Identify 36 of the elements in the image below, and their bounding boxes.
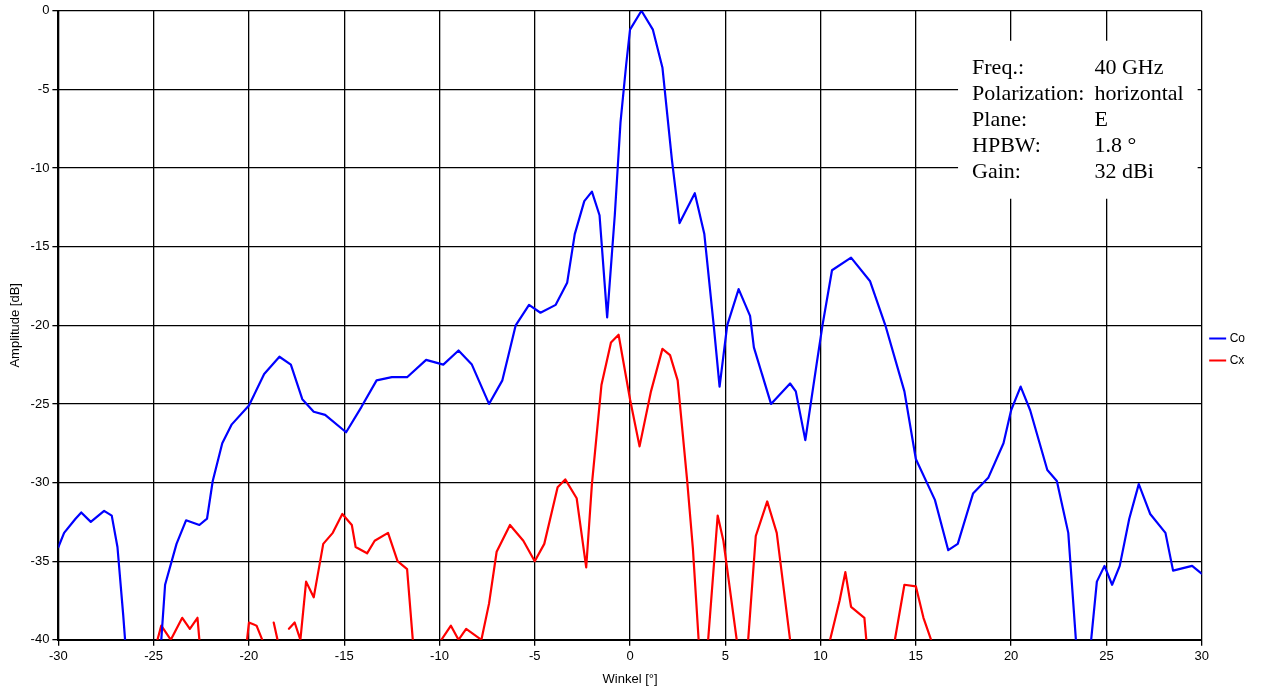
legend-label: Co [1229, 330, 1246, 345]
x-axis-title: Winkel [°] [602, 670, 658, 686]
y-axis-title: Amplitude [dB] [7, 283, 23, 368]
y-tick-label: -20 [30, 316, 50, 332]
annotation: Freq.: [972, 53, 1024, 79]
y-tick-label: -25 [30, 395, 50, 411]
x-tick-label: 15 [908, 648, 924, 664]
y-tick-label: -15 [30, 238, 50, 254]
y-tick-label: -10 [30, 159, 50, 175]
x-tick-label: 20 [1003, 648, 1019, 664]
annotation: 40 GHz [1094, 53, 1164, 79]
annotation: 32 dBi [1094, 157, 1154, 183]
x-tick-label: -25 [144, 648, 164, 664]
annotation: HPBW: [972, 131, 1041, 157]
annotation: E [1094, 105, 1108, 131]
x-tick-label: -5 [528, 648, 541, 664]
y-tick-label: -5 [37, 81, 50, 96]
legend-label: Cx [1229, 352, 1245, 367]
x-tick-label: 5 [721, 648, 729, 664]
annotation: Gain: [972, 157, 1021, 183]
y-tick-label: -30 [30, 474, 50, 490]
annotation: 1.8 ° [1094, 131, 1137, 157]
annotation: Polarization: [972, 79, 1085, 105]
x-tick-label: 10 [813, 648, 828, 664]
x-tick-label: -30 [48, 648, 68, 664]
y-tick-label: -40 [30, 631, 50, 647]
x-tick-label: 25 [1099, 648, 1114, 664]
y-tick-label: -35 [30, 552, 50, 568]
x-tick-label: 30 [1194, 648, 1209, 664]
x-tick-label: -20 [239, 648, 259, 664]
annotation: Plane: [972, 105, 1028, 131]
y-tick-label: 0 [42, 2, 50, 18]
annotation: horizontal [1094, 79, 1184, 105]
x-tick-label: -15 [334, 648, 354, 664]
x-tick-label: 0 [626, 648, 634, 664]
x-tick-label: -10 [430, 648, 449, 664]
